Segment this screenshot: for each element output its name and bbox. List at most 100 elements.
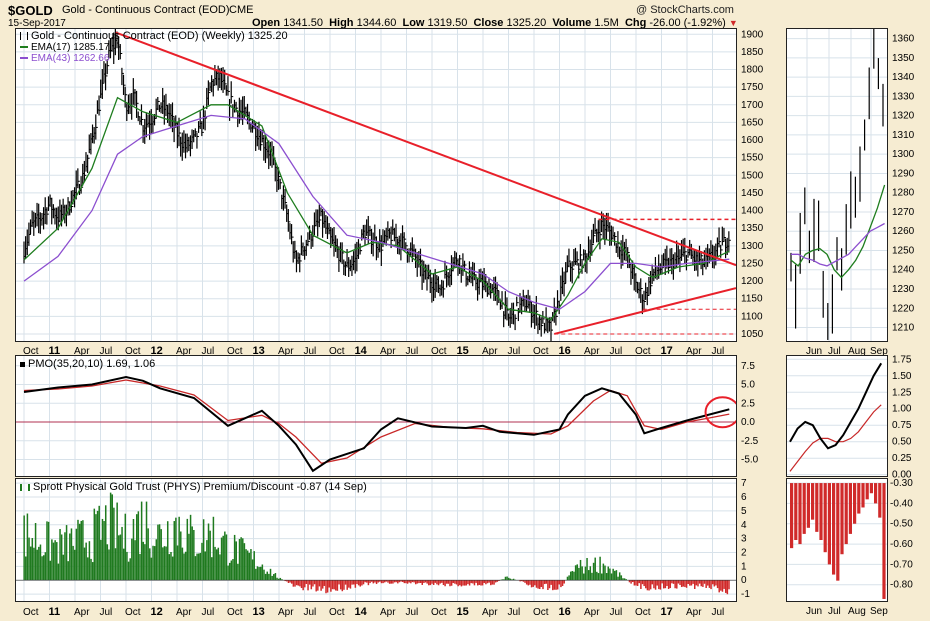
premium-bar: [207, 523, 210, 581]
premium-bar: [225, 534, 228, 581]
pmo-zoom-y-tick: 0.25: [892, 453, 912, 464]
premium-bar: [367, 580, 370, 586]
premium-y-axis: -1 0 1 2 3 4 5 6 7: [741, 478, 750, 600]
premium-bar: [566, 576, 569, 581]
premium-bar: [702, 580, 704, 587]
x-tick-label: Jul: [202, 346, 215, 357]
premium-bar: [28, 537, 30, 581]
premium-bar: [336, 580, 339, 591]
x-tick-label: 14: [355, 606, 368, 618]
premium-bar: [186, 518, 189, 581]
premium-bar: [279, 577, 282, 581]
premium-bar: [176, 545, 179, 581]
x-tick-label: 13: [253, 606, 265, 618]
premium-bar: [196, 553, 198, 581]
premium-bar: [106, 544, 109, 581]
premium-bar: [693, 580, 696, 590]
premium-bar: [39, 544, 42, 581]
premium-bar: [457, 580, 459, 587]
premium-bar: [323, 580, 326, 586]
premium-bar: [540, 580, 543, 587]
pmo-y-tick: 0.0: [741, 417, 755, 428]
chart-date: 15-Sep-2017: [8, 18, 66, 29]
premium-bar: [318, 580, 321, 587]
premium-bar: [245, 549, 247, 581]
premium-bar: [139, 553, 141, 581]
premium-bar: [677, 580, 680, 584]
premium-bar: [630, 580, 632, 584]
zoom-y-tick: 1350: [892, 53, 915, 64]
premium-bar: [713, 580, 716, 587]
premium-bar: [258, 567, 260, 581]
premium-bar: [211, 557, 213, 581]
premium-bar: [410, 580, 412, 584]
premium-bar: [674, 580, 676, 589]
premium-bar: [459, 580, 461, 586]
premium-bar: [47, 521, 50, 581]
zoom-y-tick: 1210: [892, 323, 915, 334]
premium-bar: [238, 538, 241, 581]
premium-bar: [503, 579, 505, 581]
premium-bar: [578, 567, 580, 581]
premium-bar: [65, 525, 68, 581]
price-y-tick: 1700: [741, 100, 764, 111]
premium-zoom-chart: [787, 482, 887, 599]
premium-bar: [193, 529, 195, 581]
premium-bar: [450, 580, 453, 586]
premium-bar: [726, 580, 729, 595]
premium-bar: [60, 534, 63, 581]
premium-bar: [90, 558, 92, 581]
premium-bar: [180, 531, 182, 581]
price-y-tick: 1900: [741, 29, 764, 40]
premium-bar: [268, 573, 270, 581]
premium-bar: [441, 580, 443, 583]
premium-bar: [483, 580, 486, 583]
premium-bar: [142, 541, 145, 581]
premium-bar: [209, 530, 211, 581]
premium-bar: [126, 551, 128, 581]
premium-bar: [310, 580, 313, 590]
premium-bar: [666, 580, 668, 586]
premium-bar: [676, 580, 678, 589]
bottom-x-axis: Oct 11 Apr Jul Oct 12 Apr Jul Oct 13 Apr Jul Oct 14 Ap…: [23, 606, 724, 618]
premium-bar: [330, 580, 332, 592]
premium-bar: [397, 580, 399, 584]
premium-bar: [444, 580, 446, 587]
premium-bar: [91, 562, 94, 581]
premium-bar: [421, 580, 424, 585]
zoom-y-tick: 1240: [892, 265, 915, 276]
premium-bar: [29, 546, 32, 581]
premium-bar: [67, 561, 69, 581]
premium-bar: [416, 580, 419, 584]
premium-bar: [579, 559, 582, 581]
premium-bar: [118, 535, 120, 581]
premium-bar: [335, 580, 337, 591]
premium-bar: [356, 580, 358, 585]
premium-bar: [243, 543, 246, 581]
premium-bar: [612, 568, 614, 581]
premium-bar: [669, 580, 672, 589]
premium-bar: [406, 580, 409, 584]
premium-bar: [679, 580, 681, 586]
pmo-zoom-y-axis: 0.00 0.25 0.50 0.75 1.00 1.25 1.50 1.75: [892, 354, 912, 480]
premium-bar: [77, 519, 79, 581]
premium-bar: [369, 580, 371, 584]
premium-bar: [346, 580, 348, 590]
premium-bar: [594, 557, 596, 581]
high-value: 1344.60: [356, 17, 397, 29]
premium-bar: [135, 514, 138, 581]
premium-bar: [75, 528, 78, 581]
premium-bar: [387, 580, 389, 583]
premium-bar: [592, 562, 595, 581]
premium-bar: [494, 580, 497, 583]
x-tick-label: Jul: [304, 607, 317, 618]
premium-bar: [429, 580, 432, 586]
price-y-tick: 1100: [741, 311, 763, 322]
premium-bar: [294, 580, 296, 587]
premium-bar: [297, 580, 300, 586]
price-zoom-panel: [786, 28, 888, 342]
premium-bar: [610, 573, 613, 581]
premium-chart: [16, 479, 736, 601]
premium-bar: [672, 580, 675, 584]
stockcharts-watermark: @ StockCharts.com: [636, 4, 734, 16]
